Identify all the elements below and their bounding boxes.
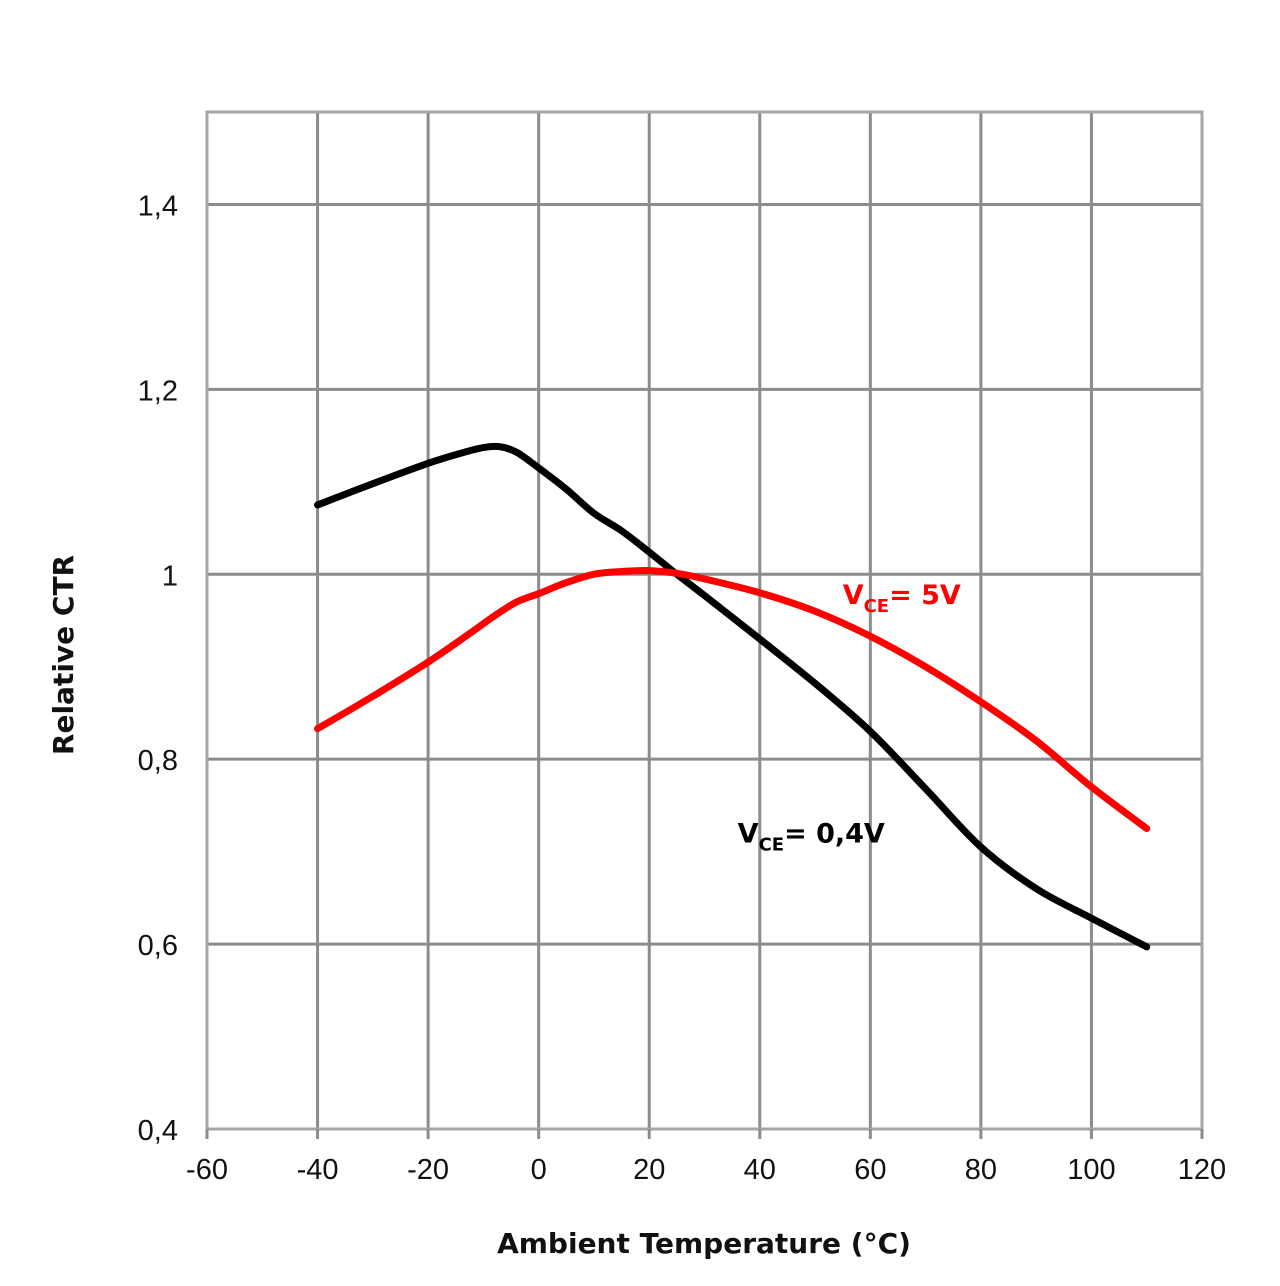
series-layer [314, 442, 1151, 951]
y-tick-labels: 0,4 0,6 0,8 1 1,2 1,4 [138, 190, 178, 1147]
x-tick-label: 60 [854, 1154, 886, 1186]
x-tick-labels: -60 -40 -20 0 20 40 60 80 100 120 [186, 1154, 1226, 1186]
x-tick-label: 0 [531, 1154, 547, 1186]
x-tick-marks [205, 1129, 1204, 1139]
horizontal-gridlines [207, 202, 1202, 1131]
y-tick-label: 0,4 [138, 1115, 178, 1147]
y-tick-label: 1 [162, 560, 178, 592]
x-tick-label: 20 [633, 1154, 665, 1186]
y-tick-label: 0,8 [138, 745, 178, 777]
x-tick-label: 100 [1067, 1154, 1115, 1186]
series-annotations: VCE= 0,4V VCE= 5V [738, 580, 961, 856]
x-tick-label: 40 [744, 1154, 776, 1186]
y-tick-label: 1,4 [138, 190, 178, 222]
series-line-vce-0-4v [314, 442, 1151, 951]
plot-frame [205, 110, 1204, 1131]
y-tick-label: 1,2 [138, 375, 178, 407]
x-axis-title: Ambient Temperature (°C) [497, 1227, 911, 1260]
y-tick-label: 0,6 [138, 930, 178, 962]
y-axis-title: Relative CTR [47, 555, 80, 755]
series-label-vce-5v: VCE= 5V [843, 580, 961, 617]
x-tick-label: 80 [965, 1154, 997, 1186]
x-tick-label: -60 [186, 1154, 228, 1186]
vertical-gridlines [205, 112, 1204, 1129]
x-tick-label: 120 [1178, 1154, 1226, 1186]
x-tick-label: -40 [297, 1154, 339, 1186]
series-label-vce-0-4v: VCE= 0,4V [738, 818, 885, 855]
series-line-vce-5v [314, 567, 1151, 833]
x-tick-label: -20 [407, 1154, 449, 1186]
